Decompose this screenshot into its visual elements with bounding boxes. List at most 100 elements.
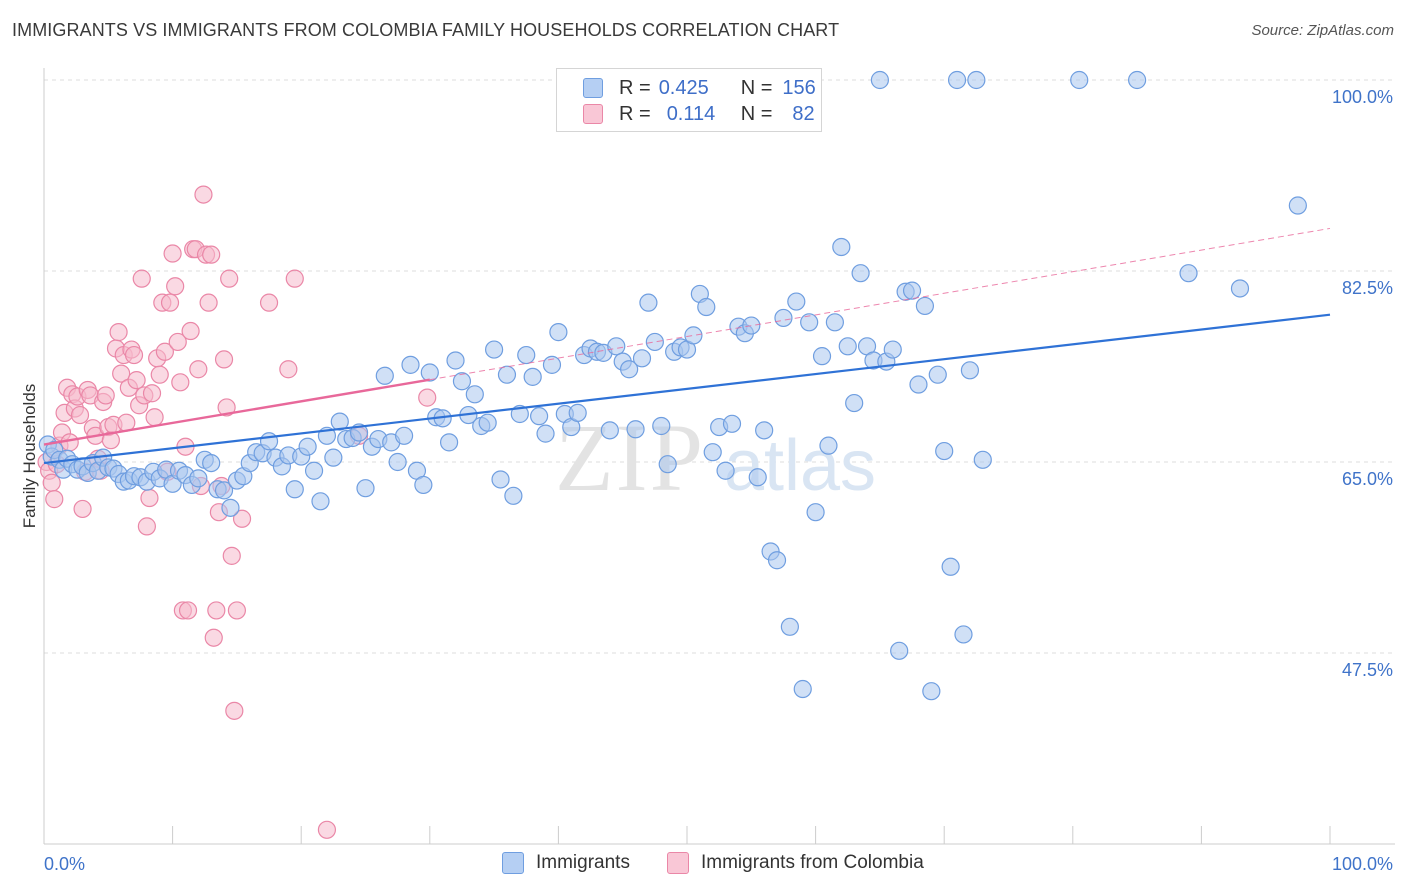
point-colombia-39 [137,517,156,536]
legend-swatch-colombia [583,104,603,124]
point-immigrants-99 [645,332,664,352]
point-immigrants-95 [620,360,639,379]
point-immigrants-146 [947,70,967,90]
legend-r-value-colombia: 0.114 [666,102,716,125]
legend-n-value-immigrants: 156 [782,76,816,99]
point-immigrants-153 [1179,264,1198,283]
point-immigrants-119 [774,308,793,328]
point-immigrants-115 [748,468,767,487]
point-immigrants-148 [960,361,980,380]
point-immigrants-100 [652,416,671,436]
point-colombia-40 [140,488,159,508]
point-immigrants-93 [607,337,626,356]
point-immigrants-151 [1070,70,1089,90]
point-immigrants-97 [632,349,652,368]
point-colombia-52 [171,373,190,392]
point-immigrants-127 [825,313,844,332]
point-immigrants-152 [1127,70,1147,90]
legend-n-value-colombia: 82 [792,102,815,125]
point-colombia-48 [160,293,180,312]
point-immigrants-147 [954,625,973,644]
x-tick-label-end: 100.0% [1332,854,1393,874]
point-colombia-55 [178,601,198,620]
point-colombia-49 [163,244,182,263]
point-immigrants-143 [928,365,947,384]
point-immigrants-107 [697,297,716,317]
point-immigrants-98 [639,293,658,312]
point-immigrants-131 [851,264,870,283]
point-colombia-50 [166,277,185,296]
point-colombia-70 [217,398,236,417]
bottom-legend-swatch-immigrants [502,852,524,874]
point-immigrants-96 [626,420,645,439]
point-immigrants-43 [285,480,304,499]
point-immigrants-136 [883,340,902,359]
point-immigrants-67 [439,433,459,452]
point-immigrants-46 [304,461,324,480]
point-immigrants-125 [812,347,832,366]
point-immigrants-129 [838,337,857,356]
point-immigrants-61 [401,355,420,374]
point-immigrants-149 [967,70,986,90]
point-colombia-34 [124,345,144,365]
bottom-legend-label-immigrants: Immigrants [536,852,630,873]
point-immigrants-49 [324,448,343,467]
point-immigrants-121 [787,292,806,311]
point-immigrants-47 [311,492,330,511]
point-immigrants-92 [600,421,619,440]
point-immigrants-81 [530,407,549,426]
point-immigrants-87 [568,403,587,422]
point-immigrants-155 [1288,196,1307,215]
x-tick-label-start: 0.0% [44,854,85,874]
point-colombia-23 [96,386,115,405]
point-immigrants-45 [298,437,317,456]
point-immigrants-83 [542,355,562,374]
legend-n-label: N = [740,76,773,99]
point-immigrants-118 [767,551,787,570]
point-immigrants-142 [922,682,941,701]
point-immigrants-116 [755,421,774,440]
point-colombia-59 [189,360,208,379]
point-immigrants-123 [800,313,819,332]
point-colombia-14 [73,499,92,519]
point-immigrants-145 [941,557,960,576]
grid-lines [44,79,1395,654]
point-immigrants-154 [1230,279,1250,298]
chart-title: IMMIGRANTS VS IMMIGRANTS FROM COLOMBIA F… [12,20,840,40]
point-colombia-78 [285,269,304,288]
legend-swatch-immigrants [583,78,603,98]
point-immigrants-63 [414,475,433,495]
point-immigrants-60 [394,426,414,445]
point-colombia-65 [204,628,223,647]
point-immigrants-50 [330,412,349,431]
point-immigrants-122 [793,679,812,699]
point-immigrants-28 [189,469,208,488]
point-colombia-42 [145,408,164,427]
bottom-legend-colombia: Immigrants from Colombia [667,852,924,874]
bottom-legend-immigrants: Immigrants [502,852,630,874]
point-colombia-46 [155,342,174,361]
point-colombia-81 [418,388,437,407]
legend-r-value-immigrants: 0.425 [658,76,709,99]
legend-row-colombia: R = 0.114 N = 82 [583,102,815,126]
point-colombia-72 [222,546,241,565]
legend-row-immigrants: R = 0.425 N = 156 [583,76,816,100]
point-colombia-63 [199,293,218,312]
trend-line-colombia [43,378,430,446]
point-immigrants-140 [909,375,928,394]
point-immigrants-82 [536,424,555,443]
point-immigrants-114 [742,316,761,335]
point-immigrants-39 [259,432,279,451]
bottom-legend-swatch-colombia [667,852,689,874]
point-immigrants-130 [845,393,864,413]
watermark: ZIP atlas [555,404,876,511]
point-immigrants-68 [446,351,465,370]
y-tick-label-3: 100.0% [1332,87,1393,107]
point-colombia-13 [70,405,90,425]
point-colombia-35 [127,371,146,390]
point-immigrants-108 [703,443,722,462]
legend: R = 0.425 N = 156 R = 0.114 N = 82 [556,68,822,132]
point-colombia-41 [142,384,162,403]
y-tick-label-0: 47.5% [1342,660,1393,680]
